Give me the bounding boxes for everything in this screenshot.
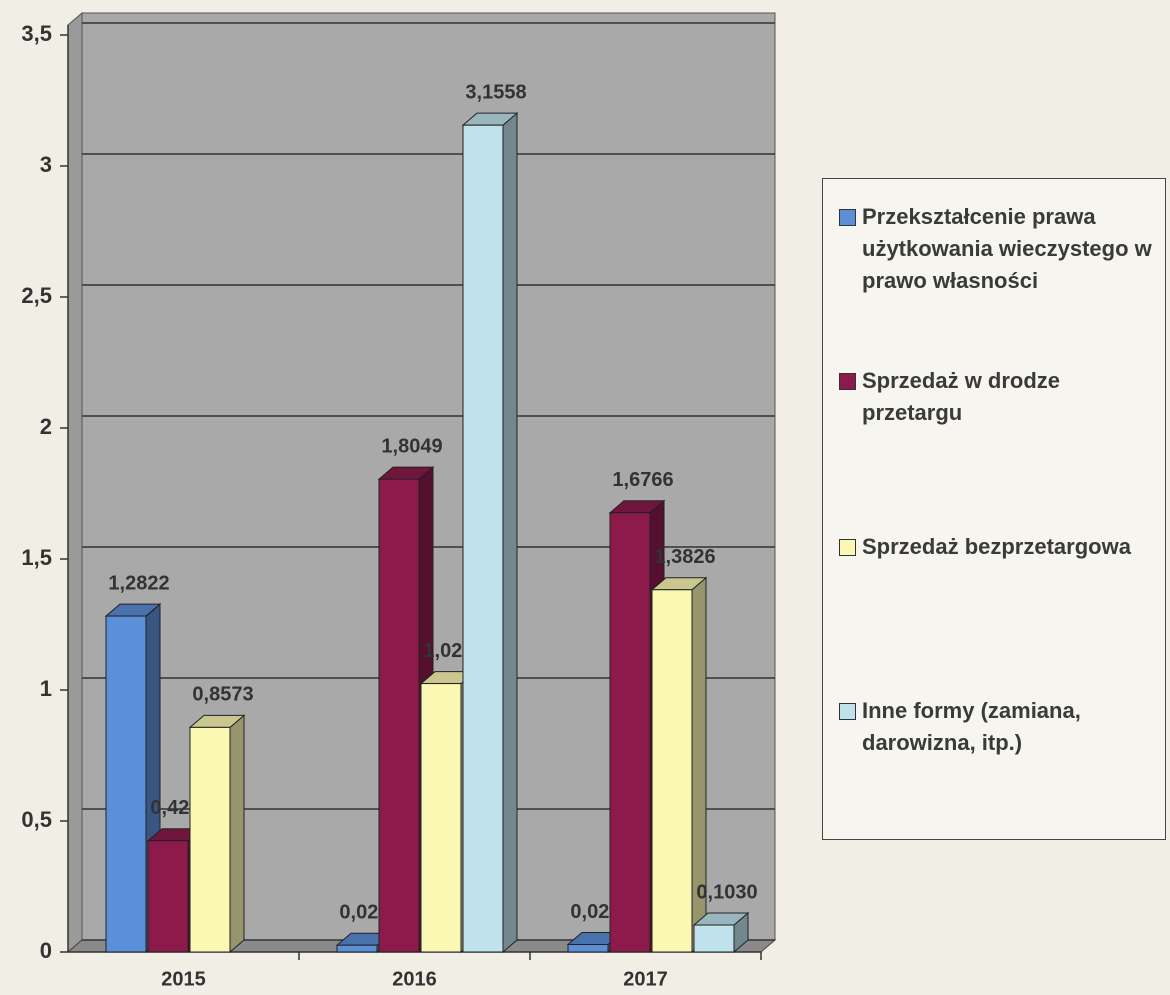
legend-swatch [839, 703, 856, 720]
y-tick-label: 0 [40, 938, 52, 963]
value-label: 1,8049 [381, 435, 442, 457]
value-label: 1,3826 [654, 546, 715, 568]
legend-item: Inne formy (zamiana, darowizna, itp.) [839, 695, 1159, 759]
legend-item: Sprzedaż w drodze przetargu [839, 365, 1159, 429]
value-label: 3,1558 [465, 81, 526, 103]
x-tick-label: 2016 [392, 968, 437, 990]
legend-item: Przekształcenie prawa użytkowania wieczy… [839, 201, 1159, 297]
legend-label: Inne formy (zamiana, darowizna, itp.) [862, 698, 1081, 755]
x-tick-label: 2017 [623, 968, 668, 990]
bar [567, 944, 609, 953]
y-tick-label: 3,5 [21, 21, 52, 46]
legend: Przekształcenie prawa użytkowania wieczy… [822, 178, 1166, 840]
bar [336, 944, 378, 953]
y-tick-label: 3 [40, 152, 52, 177]
bar [693, 924, 735, 953]
legend-swatch [839, 209, 856, 226]
bar [189, 726, 231, 953]
bar [378, 478, 420, 953]
legend-item: Sprzedaż bezprzetargowa [839, 531, 1159, 563]
bar [609, 512, 651, 953]
y-tick-label: 1 [40, 676, 52, 701]
value-label: 1,2822 [108, 572, 169, 594]
y-tick-label: 0,5 [21, 807, 52, 832]
y-tick-label: 2,5 [21, 283, 52, 308]
legend-label: Przekształcenie prawa użytkowania wieczy… [862, 204, 1152, 293]
bar [420, 683, 462, 953]
y-tick-label: 1,5 [21, 545, 52, 570]
bar [147, 840, 189, 953]
y-tick-label: 2 [40, 414, 52, 439]
bar [651, 589, 693, 953]
bar-side [229, 714, 245, 954]
legend-swatch [839, 539, 856, 556]
legend-swatch [839, 373, 856, 390]
value-label: 0,8573 [192, 684, 253, 706]
value-label: 1,6766 [612, 469, 673, 491]
bar-side [502, 112, 518, 954]
bar [105, 615, 147, 953]
bar [462, 124, 504, 953]
value-label: 0,1030 [696, 881, 757, 903]
legend-label: Sprzedaż w drodze przetargu [862, 368, 1061, 425]
side-wall [67, 11, 83, 954]
legend-label: Sprzedaż bezprzetargowa [862, 534, 1131, 559]
x-tick-label: 2015 [161, 968, 206, 990]
